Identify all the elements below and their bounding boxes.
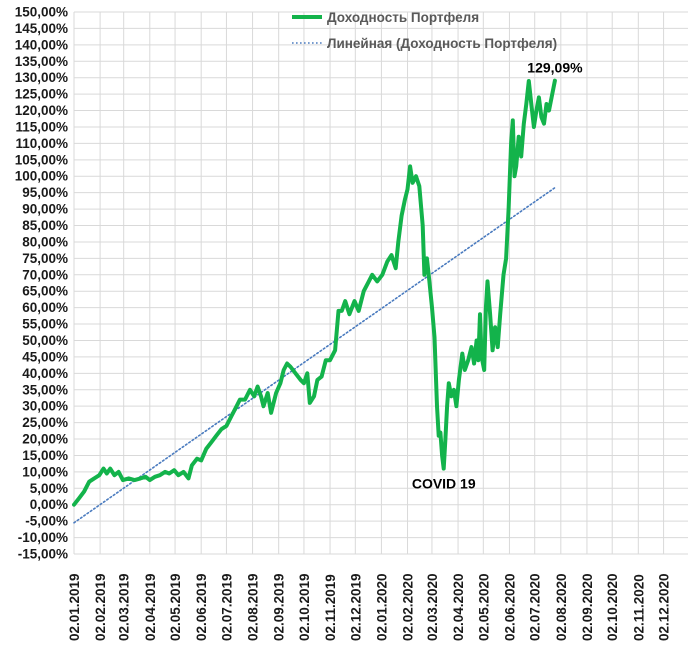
y-tick-label: 110,00% (15, 136, 68, 151)
x-tick-label: 02.11.2019 (323, 574, 338, 641)
legend: Доходность Портфеля Линейная (Доходность … (292, 10, 557, 51)
x-tick-label: 02.04.2020 (451, 573, 466, 641)
y-tick-label: 20,00% (22, 432, 68, 447)
y-tick-label: 40,00% (22, 366, 68, 381)
y-tick-label: -15,00% (18, 547, 68, 562)
x-tick-label: 02.07.2019 (219, 573, 234, 641)
y-tick-label: 120,00% (15, 103, 68, 118)
y-tick-label: 115,00% (15, 119, 68, 134)
legend-label-portfolio: Доходность Портфеля (327, 10, 479, 25)
y-tick-label: 60,00% (22, 300, 68, 315)
x-tick-label: 02.07.2020 (528, 573, 543, 641)
x-tick-label: 02.08.2019 (246, 573, 261, 641)
y-tick-label: 90,00% (22, 202, 68, 217)
x-tick-label: 02.10.2020 (605, 573, 620, 641)
x-tick-label: 02.10.2019 (297, 573, 312, 641)
x-tick-label: 02.02.2019 (93, 573, 108, 641)
x-tick-label: 02.09.2019 (272, 573, 287, 641)
y-tick-label: 50,00% (22, 333, 68, 348)
y-tick-label: 30,00% (22, 399, 68, 414)
x-tick-label: 02.11.2020 (631, 574, 646, 641)
y-tick-label: 75,00% (22, 251, 68, 266)
y-tick-label: 140,00% (15, 37, 68, 52)
x-tick-label: 02.08.2020 (554, 573, 569, 641)
x-tick-label: 02.05.2020 (476, 573, 491, 641)
y-tick-label: -10,00% (18, 530, 68, 545)
data-annotation: COVID 19 (412, 476, 476, 492)
y-tick-label: 55,00% (22, 317, 68, 332)
y-tick-label: -5,00% (25, 514, 68, 529)
y-tick-label: 150,00% (15, 5, 68, 20)
y-tick-label: 15,00% (22, 448, 68, 463)
y-tick-label: 145,00% (15, 21, 68, 36)
y-tick-label: 135,00% (15, 54, 68, 69)
x-tick-label: 02.03.2019 (117, 573, 132, 641)
series-layer (72, 78, 557, 524)
y-tick-label: 0,00% (30, 497, 68, 512)
x-tick-label: 02.09.2020 (580, 573, 595, 641)
portfolio-return-series (72, 78, 557, 507)
x-tick-label: 02.06.2020 (502, 573, 517, 641)
y-tick-label: 25,00% (22, 415, 68, 430)
x-tick-label: 02.01.2019 (67, 573, 82, 641)
legend-label-trendline: Линейная (Доходность Портфеля) (327, 36, 557, 51)
y-tick-label: 35,00% (22, 382, 68, 397)
trendline-series (73, 186, 556, 524)
x-tick-label: 02.02.2020 (401, 573, 416, 641)
y-tick-label: 65,00% (22, 284, 68, 299)
y-tick-label: 10,00% (22, 464, 68, 479)
y-tick-label: 100,00% (15, 169, 68, 184)
x-tick-label: 02.12.2020 (657, 573, 672, 641)
data-annotation: 129,09% (527, 60, 583, 76)
annotations: 129,09% COVID 19 (412, 60, 583, 492)
y-tick-label: 125,00% (15, 87, 68, 102)
y-axis-ticks: -15,00% -10,00%-5,00% 0,00%5,00% 10,00%15,0… (15, 5, 68, 562)
x-tick-label: 02.03.2020 (425, 573, 440, 641)
y-tick-label: 70,00% (22, 267, 68, 282)
x-axis-ticks: 02.01.2019 02.02.2019 02.03.2019 02.04.2019… (67, 573, 672, 641)
y-tick-label: 130,00% (15, 70, 68, 85)
x-tick-label: 02.04.2019 (143, 573, 158, 641)
y-tick-label: 5,00% (30, 481, 68, 496)
y-tick-label: 80,00% (22, 234, 68, 249)
y-tick-label: 105,00% (15, 152, 68, 167)
x-tick-label: 02.12.2019 (348, 573, 363, 641)
y-tick-label: 45,00% (22, 349, 68, 364)
x-tick-label: 02.06.2019 (194, 573, 209, 641)
x-tick-label: 02.01.2020 (374, 573, 389, 641)
y-tick-label: 95,00% (22, 185, 68, 200)
y-tick-label: 85,00% (22, 218, 68, 233)
x-tick-label: 02.05.2019 (168, 573, 183, 641)
